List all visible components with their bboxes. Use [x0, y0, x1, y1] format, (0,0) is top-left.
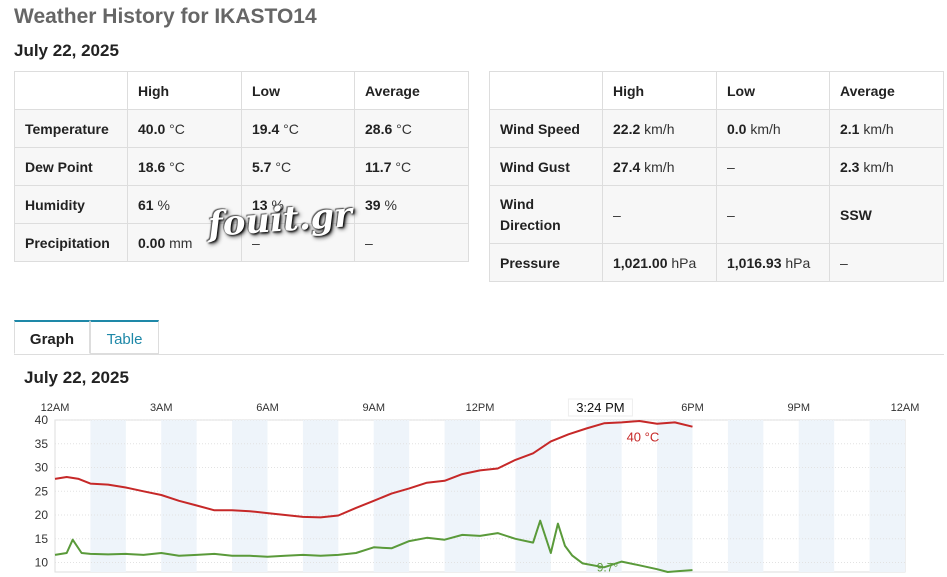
temperature-average: 28.6 °C: [354, 109, 469, 148]
header-high: High: [602, 71, 717, 110]
wind-gust-high: 27.4 km/h: [602, 147, 717, 186]
view-tabs: Graph Table: [14, 320, 944, 355]
temperature-low: 19.4 °C: [241, 109, 355, 148]
y-tick-label: 15: [35, 532, 49, 546]
header-empty: [14, 71, 128, 110]
tooltip-box: [567, 398, 633, 417]
pressure-average: –: [829, 243, 944, 282]
tab-table[interactable]: Table: [90, 320, 159, 354]
wind-direction-average: SSW: [829, 185, 944, 244]
wind-direction-low: –: [716, 185, 830, 244]
x-tick-label: 12AM: [41, 402, 70, 414]
dew_point-line: [54, 519, 693, 573]
row-label-humidity: Humidity: [14, 185, 128, 224]
header-average: Average: [354, 71, 469, 110]
x-tick-label: 6PM: [681, 402, 704, 414]
header-empty: [489, 71, 603, 110]
header-high: High: [127, 71, 242, 110]
x-tick-label: 9PM: [787, 402, 810, 414]
tooltip-time: 3:24 PM: [576, 400, 624, 415]
row-label-dew-point: Dew Point: [14, 147, 128, 186]
row-label-wind-gust: Wind Gust: [489, 147, 603, 186]
summary-table-temperature: High Low Average Temperature 40.0 °C 19.…: [14, 71, 469, 262]
hour-band: [232, 420, 268, 572]
header-low: Low: [716, 71, 830, 110]
hour-band: [798, 420, 835, 572]
y-tick-label: 10: [35, 556, 49, 570]
hour-band: [515, 420, 551, 572]
wind-direction-high: –: [602, 185, 717, 244]
temperature-high: 40.0 °C: [127, 109, 242, 148]
y-tick-label: 25: [35, 484, 49, 498]
precipitation-low: –: [241, 223, 355, 262]
dew-point-low: 5.7 °C: [241, 147, 355, 186]
dew-point-high: 18.6 °C: [127, 147, 242, 186]
row-label-temperature: Temperature: [14, 109, 128, 148]
summary-table-wind: High Low Average Wind Speed 22.2 km/h 0.…: [489, 71, 944, 282]
hour-band: [302, 420, 339, 572]
history-date: July 22, 2025: [14, 41, 119, 60]
hour-band: [444, 420, 480, 572]
row-label-pressure: Pressure: [489, 243, 603, 282]
precipitation-high: 0.00 mm: [127, 223, 242, 262]
weather-chart: 1015202530354012AM3AM6AM9AM12PM3PM6PM9PM…: [35, 398, 920, 574]
graph-date: July 22, 2025: [24, 368, 129, 387]
precipitation-average: –: [354, 223, 469, 262]
header-low: Low: [241, 71, 355, 110]
pressure-high: 1,021.00 hPa: [602, 243, 717, 282]
x-tick-label: 6AM: [256, 402, 279, 414]
dew-point-average: 11.7 °C: [354, 147, 469, 186]
hour-band: [657, 420, 693, 572]
header-average: Average: [829, 71, 944, 110]
wind-gust-low: –: [716, 147, 830, 186]
row-label-precipitation: Precipitation: [14, 223, 128, 262]
row-label-wind-speed: Wind Speed: [489, 109, 603, 148]
y-tick-label: 35: [35, 437, 49, 451]
pressure-low: 1,016.93 hPa: [716, 243, 830, 282]
x-tick-label: 12AM: [891, 402, 920, 414]
temperature-line: [54, 420, 693, 519]
temperature-current-label: 40 °C: [627, 429, 660, 444]
dew-point-current-label: 9.7°: [597, 560, 619, 574]
x-tick-label: 12PM: [466, 402, 495, 414]
wind-speed-low: 0.0 km/h: [716, 109, 830, 148]
y-tick-label: 40: [35, 413, 49, 427]
row-label-wind-direction: Wind Direction: [489, 185, 603, 244]
hour-band: [586, 420, 622, 572]
humidity-average: 39 %: [354, 185, 469, 224]
y-tick-label: 30: [35, 461, 49, 475]
hour-band: [90, 420, 126, 572]
y-tick-label: 20: [35, 508, 49, 522]
wind-gust-average: 2.3 km/h: [829, 147, 944, 186]
wind-speed-high: 22.2 km/h: [602, 109, 717, 148]
page-title: Weather History for IKASTO14: [14, 5, 317, 28]
x-tick-label: 3AM: [150, 402, 173, 414]
wind-speed-average: 2.1 km/h: [829, 109, 944, 148]
tab-graph[interactable]: Graph: [14, 320, 90, 354]
hour-band: [727, 420, 764, 572]
hour-band: [869, 420, 905, 572]
humidity-low: 13 %: [241, 185, 355, 224]
x-tick-label: 9AM: [362, 402, 385, 414]
